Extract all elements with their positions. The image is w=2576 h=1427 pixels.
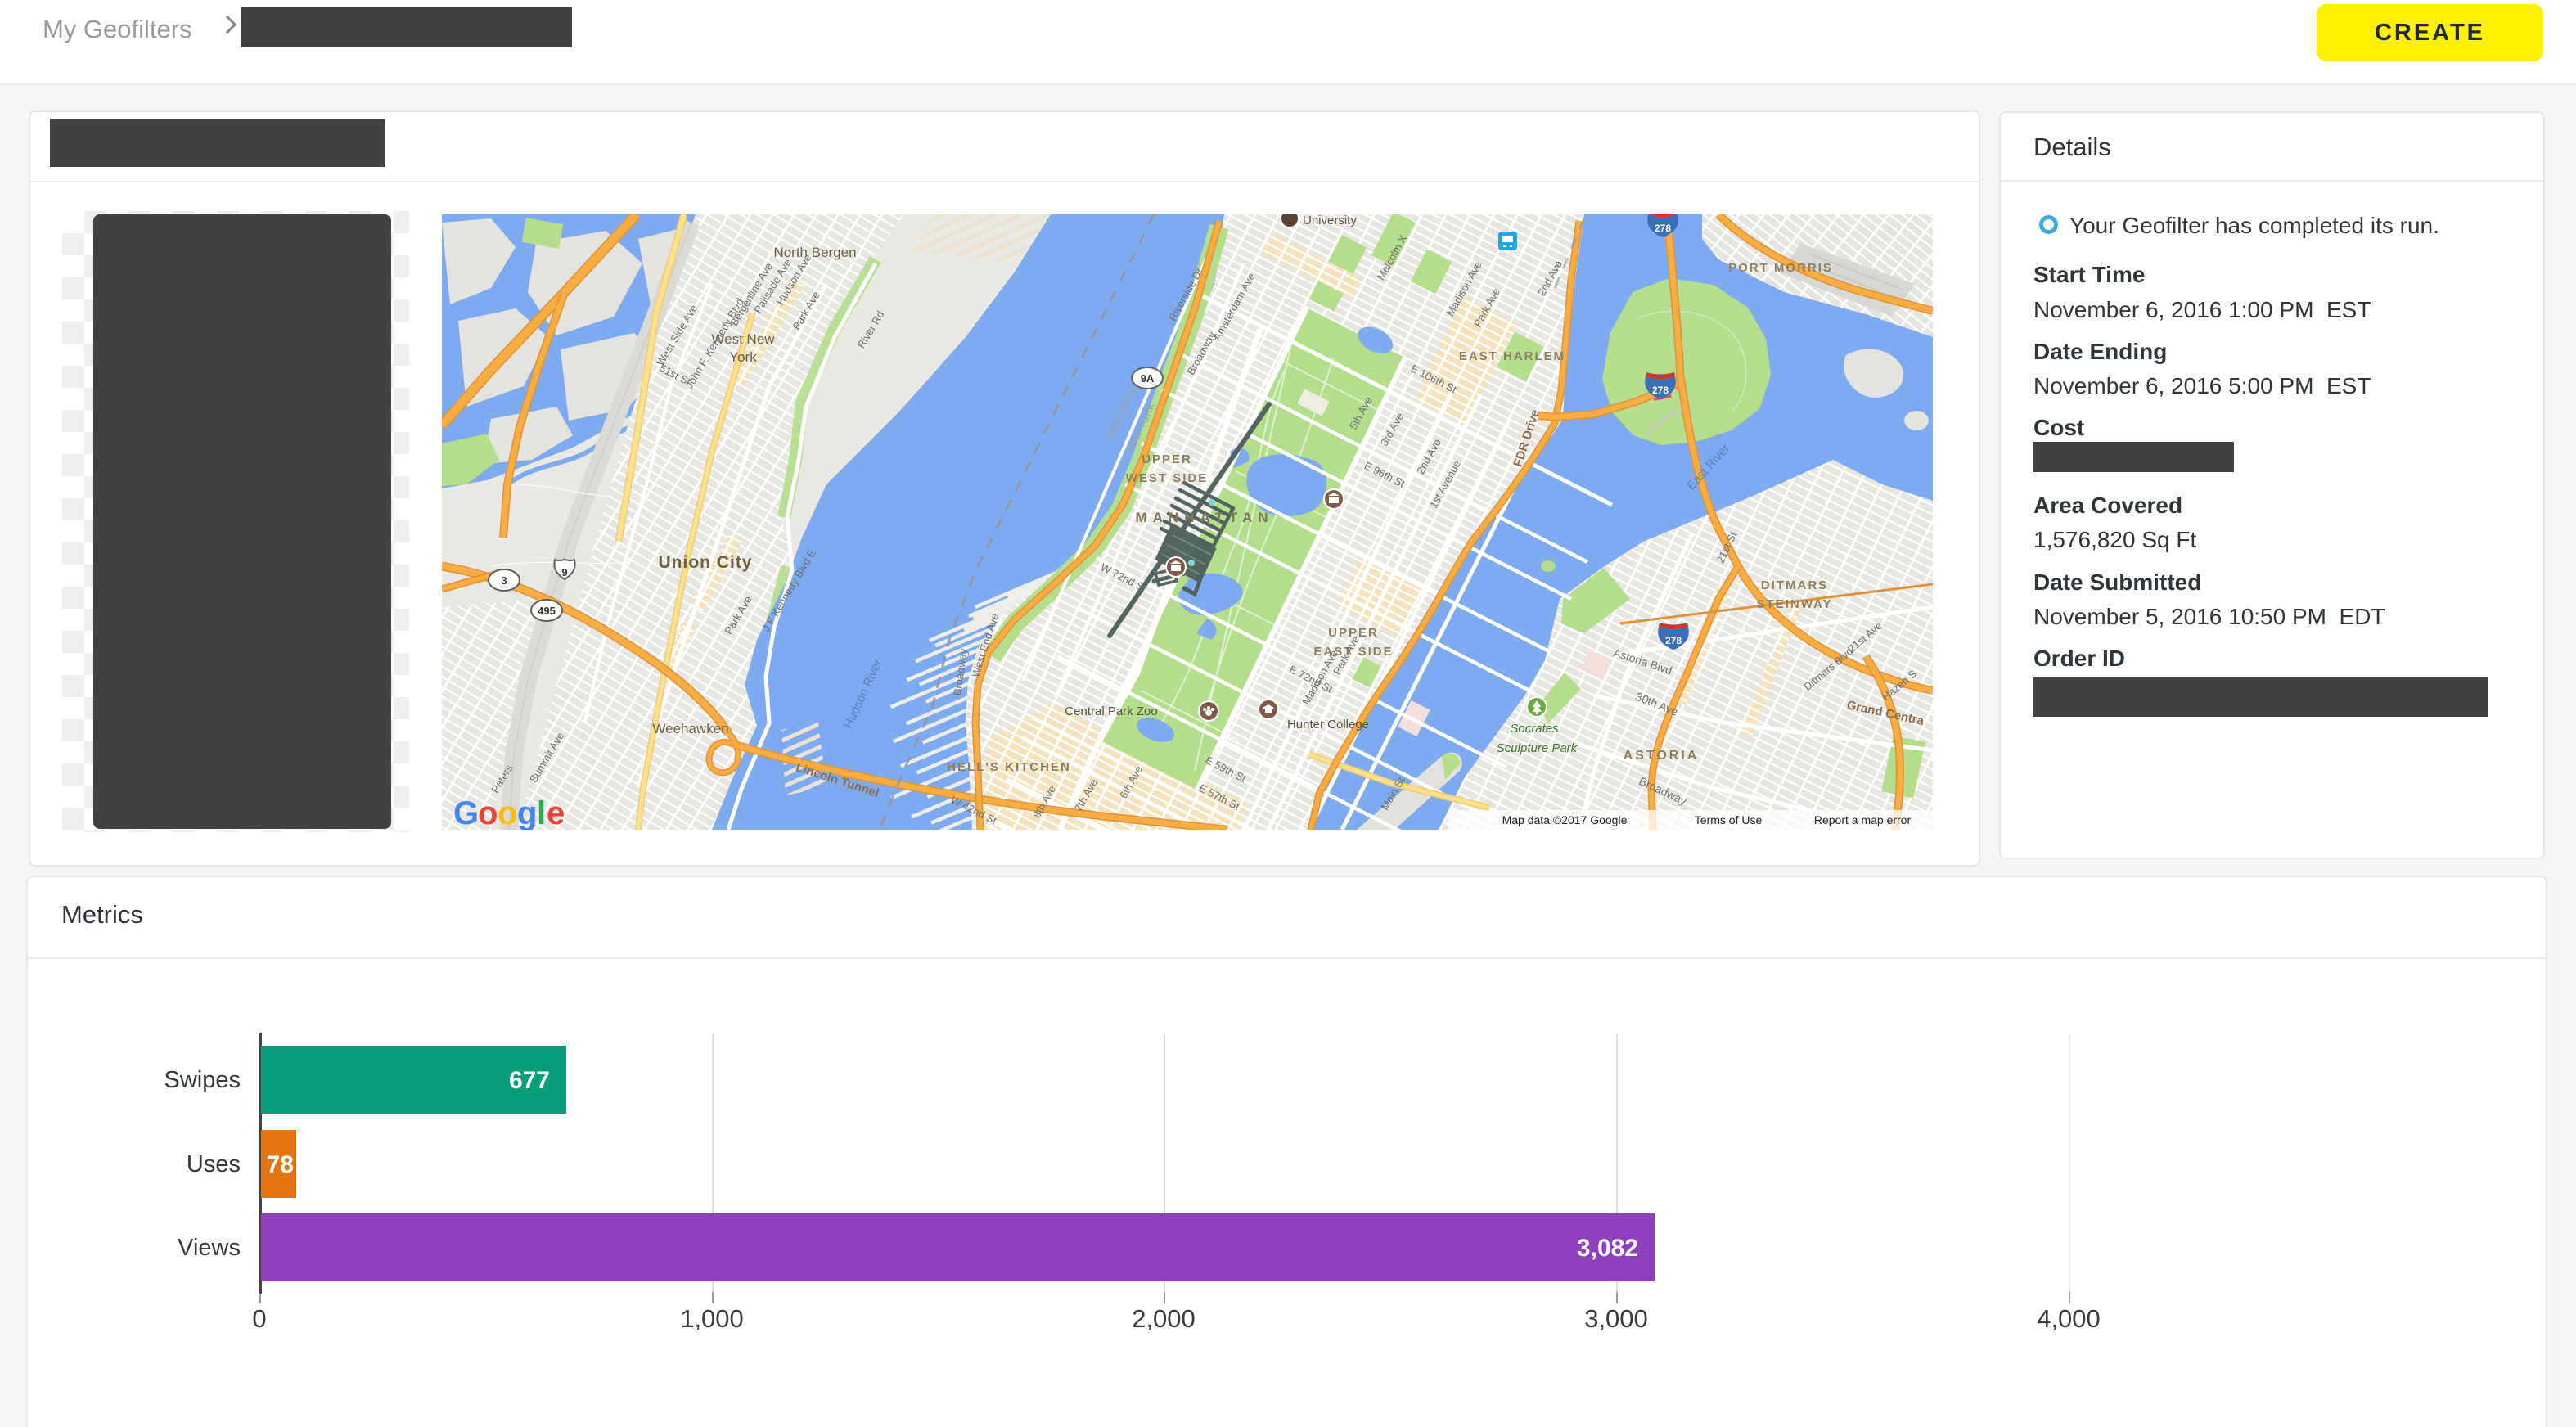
- svg-text:Report a map error: Report a map error: [1814, 813, 1912, 826]
- svg-text:278: 278: [1655, 223, 1671, 234]
- svg-text:STEINWAY: STEINWAY: [1757, 597, 1833, 611]
- svg-text:278: 278: [1652, 385, 1669, 396]
- svg-text:3: 3: [501, 574, 507, 587]
- svg-text:MANHATTAN: MANHATTAN: [1135, 510, 1273, 525]
- svg-text:EAST HARLEM: EAST HARLEM: [1459, 349, 1565, 363]
- svg-text:9A: 9A: [1141, 372, 1155, 385]
- svg-text:ASTORIA: ASTORIA: [1624, 749, 1700, 763]
- svg-text:WEST SIDE: WEST SIDE: [1126, 471, 1209, 485]
- svg-text:495: 495: [538, 605, 556, 617]
- svg-text:o: o: [498, 795, 517, 830]
- svg-text:DITMARS: DITMARS: [1761, 578, 1828, 592]
- svg-text:UPPER: UPPER: [1328, 626, 1379, 640]
- svg-text:UPPER: UPPER: [1142, 452, 1192, 466]
- svg-text:Union City: Union City: [659, 553, 753, 572]
- svg-text:G: G: [453, 795, 479, 830]
- svg-text:Weehawken: Weehawken: [652, 721, 728, 736]
- svg-text:North Bergen: North Bergen: [773, 245, 856, 260]
- svg-text:l: l: [537, 795, 546, 830]
- svg-text:Hunter College: Hunter College: [1287, 718, 1369, 732]
- svg-text:Sculpture Park: Sculpture Park: [1497, 741, 1578, 755]
- svg-text:Terms of Use: Terms of Use: [1695, 813, 1763, 826]
- svg-text:HELL'S KITCHEN: HELL'S KITCHEN: [947, 760, 1071, 774]
- svg-text:Map data ©2017 Google: Map data ©2017 Google: [1502, 813, 1628, 826]
- svg-text:York: York: [729, 349, 757, 365]
- svg-text:o: o: [478, 795, 498, 830]
- svg-text:278: 278: [1665, 635, 1682, 646]
- svg-text:EAST SIDE: EAST SIDE: [1313, 645, 1393, 659]
- svg-text:University: University: [1303, 214, 1357, 227]
- svg-text:Central Park Zoo: Central Park Zoo: [1065, 704, 1157, 718]
- svg-text:e: e: [547, 795, 565, 830]
- svg-text:PORT MORRIS: PORT MORRIS: [1728, 261, 1833, 275]
- svg-text:g: g: [517, 795, 537, 830]
- svg-text:West New: West New: [711, 331, 775, 347]
- svg-text:9: 9: [561, 566, 567, 578]
- svg-text:Socrates: Socrates: [1510, 722, 1559, 736]
